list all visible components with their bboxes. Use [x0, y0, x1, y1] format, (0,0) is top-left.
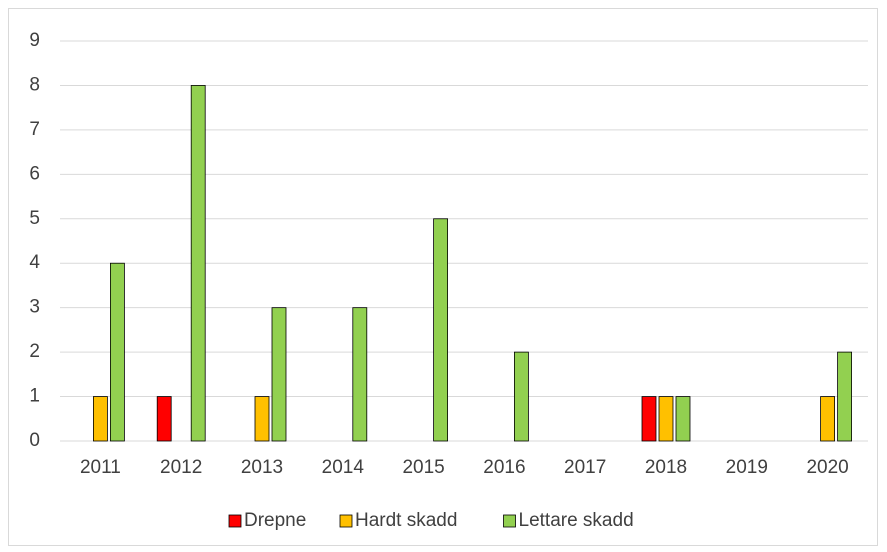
y-tick-label: 3: [29, 297, 40, 318]
x-tick-label: 2019: [726, 457, 768, 478]
bar: [93, 396, 108, 442]
y-tick-label: 0: [29, 430, 40, 451]
bar: [190, 85, 206, 442]
x-tick-label: 2012: [160, 457, 202, 478]
bar: [641, 396, 657, 442]
bar: [352, 307, 368, 442]
x-tick-label: 2015: [402, 457, 444, 478]
y-tick-label: 5: [29, 208, 40, 229]
bar: [514, 351, 529, 442]
legend-label: Hardt skadd: [355, 510, 457, 531]
legend-swatch: [228, 514, 242, 528]
bar: [110, 262, 125, 442]
x-tick-label: 2017: [564, 457, 606, 478]
bar: [156, 396, 172, 442]
y-tick-label: 9: [29, 30, 40, 51]
x-tick-label: 2014: [322, 457, 365, 478]
bar: [271, 307, 287, 442]
x-tick-label: 2013: [241, 457, 283, 478]
legend-swatch: [503, 514, 516, 528]
y-tick-label: 1: [29, 386, 40, 407]
bar: [820, 396, 835, 442]
x-tick-label: 2018: [645, 457, 687, 478]
y-tick-label: 8: [29, 74, 40, 95]
legend-swatch: [339, 514, 353, 528]
legend-label: Drepne: [244, 510, 306, 531]
y-tick-label: 7: [29, 119, 40, 140]
x-tick-label: 2020: [806, 457, 848, 478]
y-tick-label: 6: [29, 163, 40, 184]
y-tick-label: 4: [29, 252, 40, 273]
bar: [254, 396, 270, 442]
x-tick-label: 2011: [80, 457, 121, 478]
bar: [837, 351, 852, 442]
y-tick-label: 2: [29, 341, 40, 362]
legend-label: Lettare skadd: [519, 510, 634, 531]
x-tick-label: 2016: [483, 457, 525, 478]
bar: [675, 396, 691, 442]
bar: [658, 396, 674, 442]
bar: [433, 218, 449, 442]
